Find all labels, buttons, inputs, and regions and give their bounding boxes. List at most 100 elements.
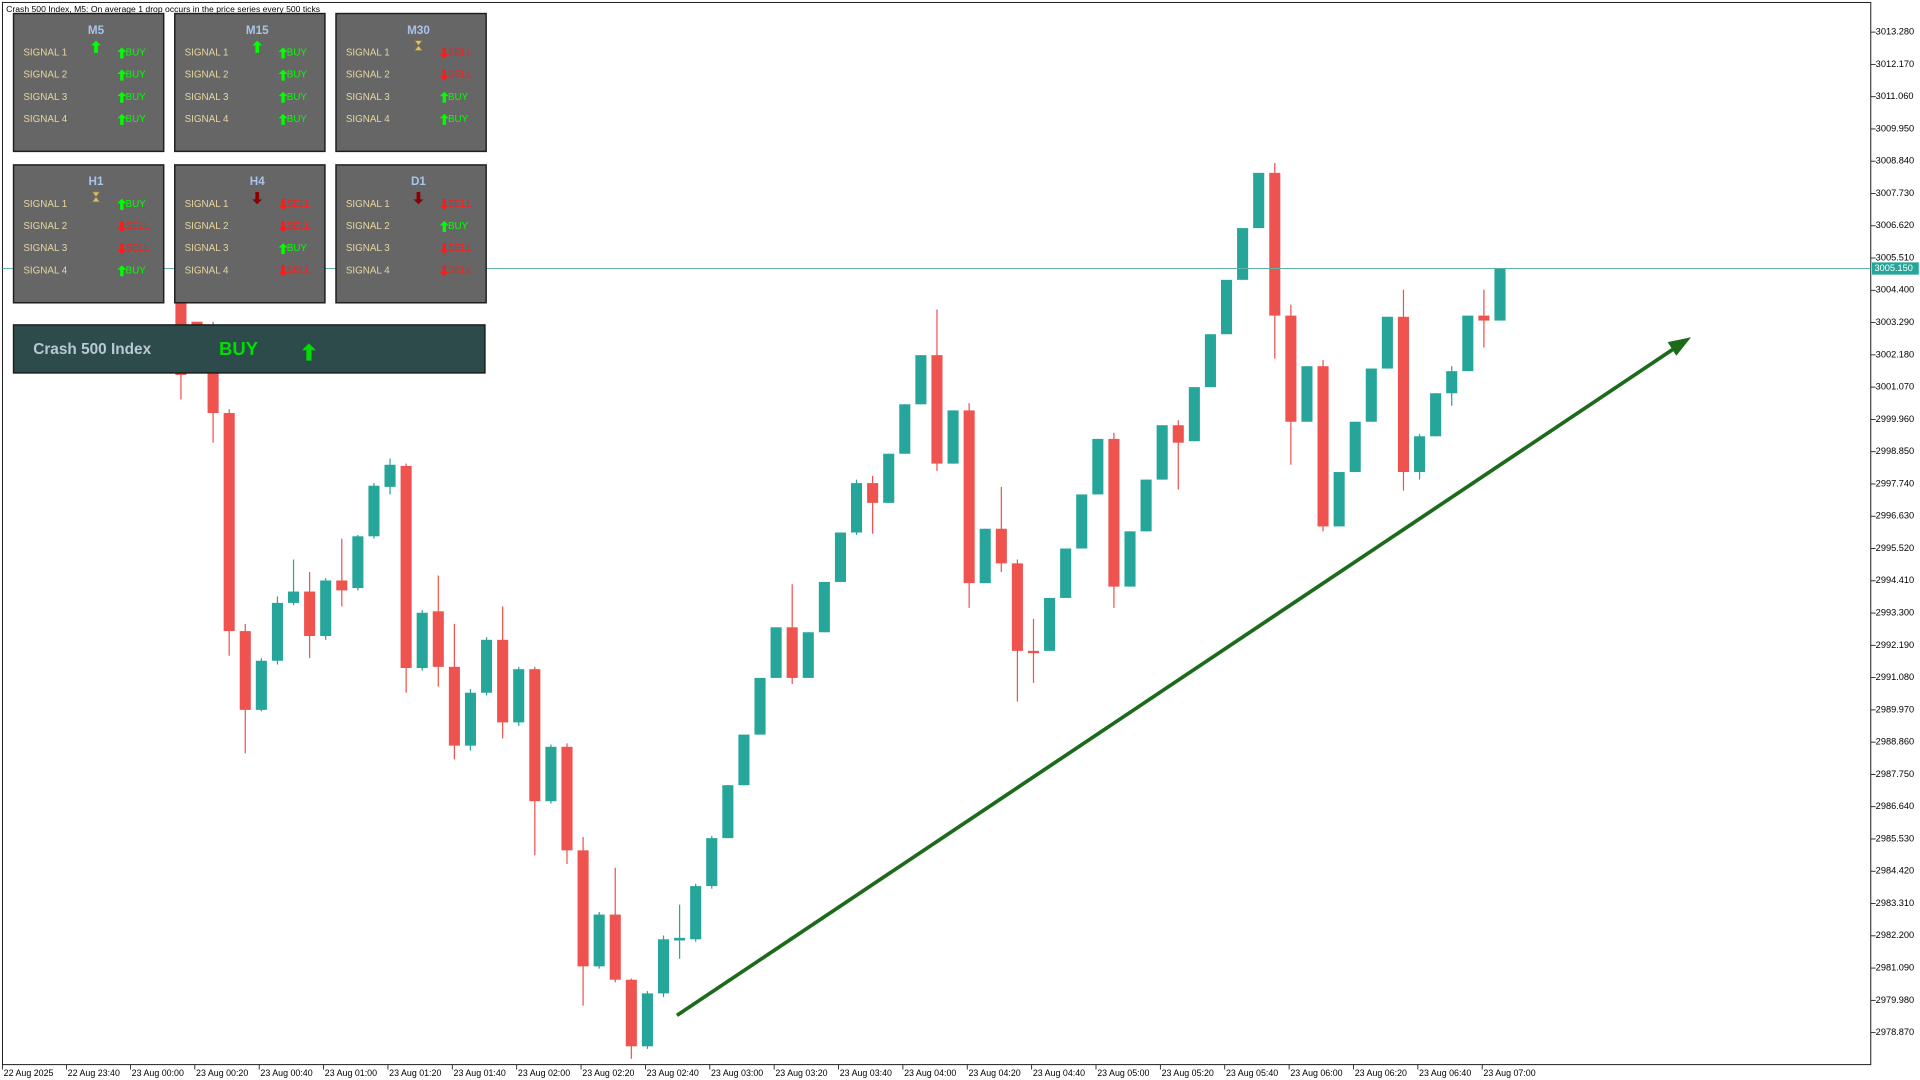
y-tick-label: 2997.740 (1876, 478, 1914, 488)
signal-value: SELL (287, 221, 312, 232)
candle-body (1188, 387, 1200, 442)
candle-body (995, 528, 1007, 564)
candle-body (1494, 268, 1506, 321)
arrow-up-icon (278, 69, 288, 81)
candle-body (963, 410, 975, 584)
panel-title: D1 (411, 175, 426, 188)
candle-body (1140, 479, 1152, 532)
x-tick-label: 23 Aug 04:00 (904, 1068, 956, 1078)
arrow-up-icon (278, 243, 288, 255)
signal-label: SIGNAL 4 (23, 265, 67, 276)
y-tick-label: 2985.530 (1876, 833, 1914, 843)
arrow-down-icon (252, 192, 263, 205)
panel-background (174, 12, 326, 153)
hourglass-icon (414, 40, 423, 51)
signal-value: BUY (287, 48, 308, 59)
candle-body (464, 692, 477, 746)
candle-body (545, 746, 557, 802)
x-tick-label: 23 Aug 03:00 (711, 1068, 763, 1078)
signal-value: SELL (287, 265, 312, 276)
candle-body (1381, 316, 1393, 369)
candle-body (1027, 650, 1040, 654)
signal-value: BUY (126, 92, 147, 103)
y-tick-label: 2981.090 (1876, 963, 1914, 973)
signal-label: SIGNAL 1 (23, 199, 67, 210)
signal-value: SELL (448, 70, 473, 81)
signal-label: SIGNAL 1 (23, 48, 67, 59)
candle-body (722, 785, 734, 839)
candle-body (1124, 531, 1136, 587)
y-tick-label: 2987.750 (1876, 769, 1914, 779)
signal-label: SIGNAL 2 (23, 221, 67, 232)
candle-body (786, 627, 798, 678)
y-tick-label: 2986.640 (1876, 801, 1914, 811)
signal-label: SIGNAL 2 (346, 70, 390, 81)
trend-line (675, 345, 1678, 1017)
signal-panel: D1 SIGNAL 1 SELL SIGNAL 2 BUY SIGNAL 3 SELL SIG… (335, 164, 487, 304)
candle-body (577, 850, 589, 967)
y-tick-label: 2994.410 (1876, 575, 1914, 585)
current-price-label: 3005.150 (1874, 263, 1912, 273)
signal-label: SIGNAL 1 (346, 199, 390, 210)
y-tick-label: 3004.400 (1876, 285, 1914, 295)
candle-body (223, 413, 235, 632)
x-tick-label: 23 Aug 01:00 (325, 1068, 377, 1078)
y-tick-label: 2995.520 (1876, 543, 1914, 553)
signal-value: BUY (126, 265, 147, 276)
x-tick-label: 23 Aug 03:20 (775, 1068, 827, 1078)
y-tick-label: 3011.060 (1876, 91, 1914, 101)
trend-arrow-head (1667, 337, 1692, 356)
candle-body (561, 746, 573, 851)
signal-value: BUY (126, 70, 147, 81)
y-tick-label: 3005.510 (1876, 252, 1914, 262)
y-tick-label: 3009.950 (1876, 123, 1914, 133)
arrow-up-icon (117, 69, 127, 81)
x-tick-label: 23 Aug 06:20 (1355, 1068, 1407, 1078)
candle-body (706, 838, 718, 887)
arrow-down-icon (117, 220, 127, 232)
candle-body (1172, 425, 1184, 443)
signal-label: SIGNAL 3 (23, 243, 67, 254)
candle-body (287, 591, 300, 603)
signal-label: SIGNAL 3 (185, 92, 229, 103)
arrow-down-icon (278, 265, 288, 277)
panel-title: H1 (89, 175, 104, 188)
panel-title: M15 (246, 24, 269, 37)
arrow-down-icon (117, 243, 127, 255)
arrow-up-icon (278, 47, 288, 59)
x-tick-label: 22 Aug 2025 (4, 1068, 54, 1078)
arrow-up-icon (278, 113, 288, 125)
arrow-up-icon (302, 343, 316, 361)
candle-body (304, 591, 316, 637)
candle-body (818, 581, 830, 633)
y-tick-label: 2983.310 (1876, 898, 1914, 908)
candle-body (657, 939, 670, 994)
x-tick-label: 23 Aug 05:00 (1097, 1068, 1149, 1078)
x-tick-label: 23 Aug 03:40 (840, 1068, 892, 1078)
panel-background (335, 12, 487, 153)
x-tick-label: 23 Aug 02:00 (518, 1068, 570, 1078)
panel-background (174, 164, 326, 304)
candle-body (481, 639, 493, 693)
candle-body (1397, 316, 1410, 473)
panel-title: M5 (88, 24, 105, 37)
signal-label: SIGNAL 2 (185, 221, 229, 232)
arrow-down-icon (278, 198, 288, 210)
candle-body (1333, 472, 1345, 527)
candle-body (899, 404, 911, 454)
candle-body (1092, 438, 1104, 495)
signal-label: SIGNAL 4 (346, 114, 390, 125)
candle-body (1365, 368, 1377, 422)
arrow-up-icon (117, 113, 127, 125)
candle-body (883, 453, 895, 503)
y-tick-label: 2984.420 (1876, 866, 1914, 876)
candle-body (738, 734, 750, 786)
panel-background (12, 12, 165, 153)
arrow-down-icon (439, 265, 449, 277)
arrow-down-icon (439, 198, 449, 210)
candle-body (239, 631, 251, 710)
x-tick-label: 23 Aug 06:40 (1419, 1068, 1471, 1078)
candle-body (1349, 421, 1361, 473)
